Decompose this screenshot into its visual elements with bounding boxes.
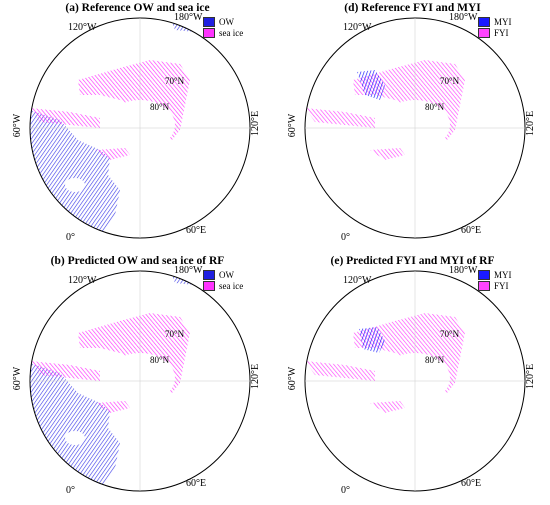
label-120e: 120°E bbox=[250, 110, 262, 137]
label-120w: 120°W bbox=[343, 22, 372, 33]
label-60e: 60°E bbox=[461, 478, 482, 489]
label-120e: 120°E bbox=[250, 363, 262, 390]
legend-swatch-ow bbox=[203, 16, 215, 27]
panel-title: (a) Reference OW and sea ice bbox=[65, 2, 210, 14]
legend: MYI FYI bbox=[478, 16, 512, 38]
label-60w: 60°W bbox=[12, 113, 24, 138]
legend: OW sea ice bbox=[203, 269, 243, 291]
label-180w: 180°W bbox=[174, 12, 203, 23]
label-80n: 80°N bbox=[150, 355, 170, 365]
panel-title: (d) Reference FYI and MYI bbox=[344, 2, 481, 14]
label-120w: 120°W bbox=[343, 275, 372, 286]
label-60e: 60°E bbox=[186, 478, 207, 489]
legend: MYI FYI bbox=[478, 269, 512, 291]
panel-title: (e) Predicted FYI and MYI of RF bbox=[330, 255, 495, 267]
sea-ice-hudson bbox=[95, 401, 130, 413]
legend-swatch-fyi bbox=[478, 27, 490, 38]
map-b bbox=[29, 270, 251, 492]
fyi-strip bbox=[305, 361, 375, 381]
legend-swatch-sea-ice bbox=[203, 280, 215, 291]
fyi-hudson bbox=[370, 401, 405, 413]
label-70n: 70°N bbox=[440, 329, 460, 339]
sea-ice-hudson bbox=[95, 148, 130, 160]
legend: OW sea ice bbox=[203, 16, 243, 38]
label-60e: 60°E bbox=[461, 225, 482, 236]
legend-swatch-fyi bbox=[478, 280, 490, 291]
sea-ice-strip bbox=[30, 361, 100, 381]
label-70n: 70°N bbox=[440, 76, 460, 86]
label-0: 0° bbox=[341, 485, 350, 496]
myi-region bbox=[357, 70, 385, 100]
label-120w: 120°W bbox=[68, 22, 97, 33]
label-60e: 60°E bbox=[186, 225, 207, 236]
legend-swatch-myi bbox=[478, 269, 490, 280]
label-180w: 180°W bbox=[449, 12, 478, 23]
label-0: 0° bbox=[341, 232, 350, 243]
panel-b: (b) Predicted OW and sea ice of RF bbox=[0, 253, 275, 505]
label-60w: 60°W bbox=[287, 113, 299, 138]
label-60w: 60°W bbox=[287, 366, 299, 391]
map-e bbox=[304, 270, 526, 492]
fyi-hudson bbox=[370, 148, 405, 160]
legend-swatch-myi bbox=[478, 16, 490, 27]
panel-a: (a) Reference OW and sea ice bbox=[0, 0, 275, 252]
panel-title: (b) Predicted OW and sea ice of RF bbox=[50, 255, 225, 267]
map-a bbox=[29, 17, 251, 239]
label-120w: 120°W bbox=[68, 275, 97, 286]
label-0: 0° bbox=[66, 485, 75, 496]
label-120e: 120°E bbox=[525, 110, 537, 137]
sea-ice-strip bbox=[30, 108, 100, 128]
label-180w: 180°W bbox=[174, 265, 203, 276]
myi-region bbox=[359, 327, 385, 353]
panel-d: (d) Reference FYI and MYI MYI FYI 120° bbox=[275, 0, 550, 252]
legend-swatch-sea-ice bbox=[203, 27, 215, 38]
label-180w: 180°W bbox=[449, 265, 478, 276]
label-120e: 120°E bbox=[525, 363, 537, 390]
label-60w: 60°W bbox=[12, 366, 24, 391]
label-70n: 70°N bbox=[165, 329, 185, 339]
fyi-strip bbox=[305, 108, 375, 128]
legend-swatch-ow bbox=[203, 269, 215, 280]
map-d bbox=[304, 17, 526, 239]
label-70n: 70°N bbox=[165, 76, 185, 86]
panel-e: (e) Predicted FYI and MYI of RF MYI FYI bbox=[275, 253, 550, 505]
label-80n: 80°N bbox=[150, 102, 170, 112]
label-0: 0° bbox=[66, 232, 75, 243]
label-80n: 80°N bbox=[425, 102, 445, 112]
label-80n: 80°N bbox=[425, 355, 445, 365]
